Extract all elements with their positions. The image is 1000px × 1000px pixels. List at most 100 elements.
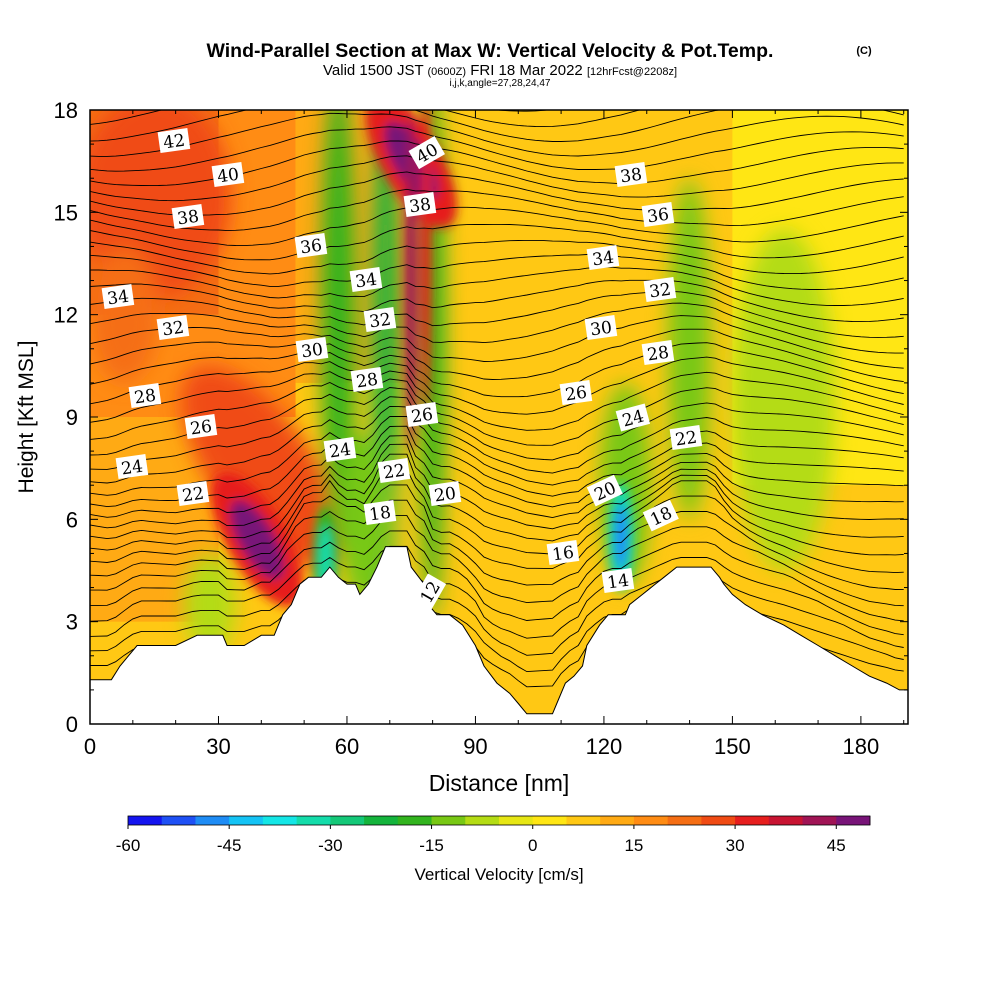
contour-label-bg [171,204,205,229]
contour-label: 36 [641,202,675,228]
x-axis-label: Distance [nm] [429,770,570,796]
contour-label-bg [615,403,651,432]
theta-contour-line [90,188,904,232]
contour-label-bg [643,277,677,302]
contour-label-bg [641,202,675,227]
contour-label-text: 38 [176,207,200,230]
contour-label-text: 34 [106,287,130,310]
colorbar-tick-label: -15 [419,836,444,855]
feature-right-downdraft [668,178,711,520]
theta-contour-line [90,302,904,354]
colorbar-swatch [735,816,770,825]
colorbar-swatch [364,816,399,825]
x-tick-label: 60 [335,734,359,759]
contour-label-text: 30 [300,340,324,363]
colorbar-swatch [465,816,500,825]
theta-contour-line [90,290,904,338]
colorbar-tick-label: -30 [318,836,343,855]
x-tick-label: 30 [206,734,230,759]
colorbar-swatch [566,816,601,825]
colorbar-tick-label: -45 [217,836,242,855]
chart-title-block: Wind-Parallel Section at Max W: Vertical… [207,40,872,89]
field-upper-center [475,110,604,417]
theta-contour-line [90,253,904,290]
contour-label-bg [601,568,635,593]
contour-label: 22 [377,458,411,484]
theta-contour-line [90,443,904,530]
y-tick-label: 6 [66,507,78,532]
contour-label: 34 [586,245,620,270]
contour-label-text: 20 [433,484,457,507]
theta-contour-line [90,396,904,474]
colorbar-tick-label: 0 [528,836,537,855]
feature-low-downdraft [338,434,390,605]
theta-contour-line [90,576,904,673]
feature-far-right [732,229,836,571]
contour-label-bg [184,414,218,439]
contour-label-bg [115,454,149,479]
colorbar-swatch [195,816,230,825]
contour-label-bg [349,267,383,292]
contour-label: 28 [641,340,675,365]
subtitle-valid: Valid 1500 JST [323,62,423,79]
contour-label-text: 26 [410,405,434,428]
theta-contour-line [90,328,904,383]
subtitle-date: FRI 18 Mar 2022 [470,62,583,79]
contour-label: 24 [615,403,651,432]
contour-label: 26 [559,380,593,405]
contour-label-text: 30 [589,318,613,341]
y-tick-label: 18 [54,98,78,123]
contour-label-text: 34 [354,270,378,293]
contour-label: 22 [669,425,703,451]
contour-label-text: 32 [161,318,185,341]
colorbar-swatch [229,816,264,825]
theta-contour-line [90,206,904,247]
contour-label-text: 22 [674,428,698,451]
contour-labels: 4240383432282624224038363432302826242218… [101,128,703,610]
contour-label: 30 [584,315,618,341]
updraft-narrow-column-b [421,110,432,417]
theta-contour-line [90,110,641,128]
chart-subtitle: Valid 1500 JST (0600Z) FRI 18 Mar 2022 [… [323,62,677,79]
contour-label-text: 22 [382,461,406,484]
contour-label: 22 [176,481,210,506]
colorbar-swatch [296,816,331,825]
colorbar-swatch [330,816,365,825]
contour-label-bg [586,474,623,507]
contour-label: 28 [350,367,384,392]
colorbar-swatch [667,816,702,825]
y-axis-label: Height [Kft MSL] [15,341,38,494]
theta-contour-line [90,315,904,369]
feature-low-left [184,553,236,656]
contour-label-bg [405,402,439,427]
theta-contour-line [90,484,904,574]
theta-contours [90,110,904,688]
contour-label-bg [377,458,411,483]
contour-label-text: 36 [646,205,670,228]
contour-label-text: 28 [133,386,157,409]
theta-contour-line [90,469,904,556]
terrain [90,546,908,724]
contour-label-text: 40 [216,165,240,188]
contour-label: 32 [643,277,677,302]
theta-contour-line [90,223,904,261]
contour-label-bg [614,162,648,187]
contour-label: 24 [115,454,149,479]
theta-contour-line [90,416,904,497]
y-tick-label: 3 [66,610,78,635]
contour-label-bg [128,383,162,408]
theta-contour-line [90,126,904,172]
theta-contour-line [90,239,904,275]
theta-contour-line [90,405,904,486]
theta-contour-line [90,356,904,415]
theta-contour-line [90,545,904,639]
colorbar: -60 -45 -30 -15 0 15 30 45 [116,815,871,855]
contour-label-bg [156,315,190,340]
contour-label: 26 [405,402,439,428]
contour-label-bg [408,135,445,170]
contour-label-text: 14 [606,571,630,594]
colorbar-tick-label: 30 [726,836,745,855]
contour-label: 34 [101,284,135,310]
